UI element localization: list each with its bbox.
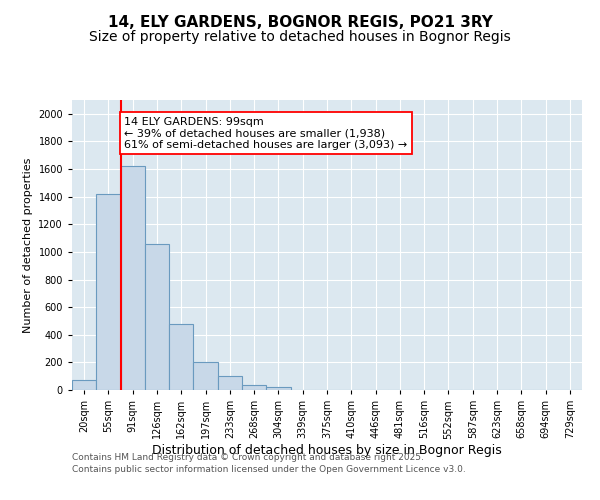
Text: Size of property relative to detached houses in Bognor Regis: Size of property relative to detached ho… xyxy=(89,30,511,44)
Bar xyxy=(72,380,96,390)
Bar xyxy=(242,385,266,390)
Bar xyxy=(266,387,290,390)
Y-axis label: Number of detached properties: Number of detached properties xyxy=(23,158,33,332)
Text: Contains HM Land Registry data © Crown copyright and database right 2025.: Contains HM Land Registry data © Crown c… xyxy=(72,453,424,462)
Text: Contains public sector information licensed under the Open Government Licence v3: Contains public sector information licen… xyxy=(72,466,466,474)
Bar xyxy=(96,194,121,390)
Bar xyxy=(169,324,193,390)
Bar xyxy=(121,166,145,390)
Text: 14, ELY GARDENS, BOGNOR REGIS, PO21 3RY: 14, ELY GARDENS, BOGNOR REGIS, PO21 3RY xyxy=(107,15,493,30)
Bar xyxy=(145,244,169,390)
Bar xyxy=(193,362,218,390)
Text: 14 ELY GARDENS: 99sqm
← 39% of detached houses are smaller (1,938)
61% of semi-d: 14 ELY GARDENS: 99sqm ← 39% of detached … xyxy=(124,116,407,150)
Bar xyxy=(218,376,242,390)
X-axis label: Distribution of detached houses by size in Bognor Regis: Distribution of detached houses by size … xyxy=(152,444,502,457)
